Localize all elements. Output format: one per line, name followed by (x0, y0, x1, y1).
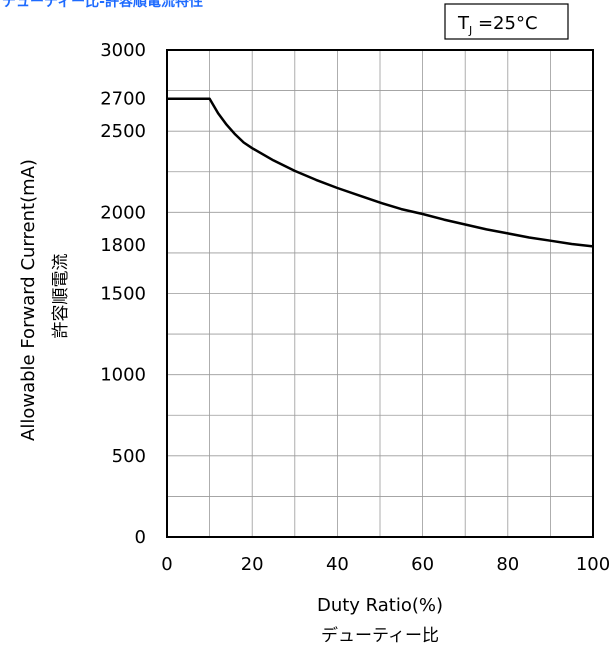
y-axis-title: Allowable Forward Current(mA) (18, 159, 39, 441)
x-axis-title: Duty Ratio(%) (317, 595, 443, 616)
y-tick-label: 1000 (100, 365, 146, 386)
x-tick-label: 40 (326, 554, 349, 575)
condition-box: TJ =25°C (444, 3, 569, 40)
x-axis-subtitle: デューティー比 (321, 625, 439, 646)
condition-symbol: T (457, 13, 470, 34)
grid (166, 49, 594, 538)
y-tick-label: 2700 (100, 89, 146, 110)
x-tick-label: 20 (241, 554, 264, 575)
tick-labels: 0 20 40 60 80 1000500100015001800200025002700… (100, 40, 610, 575)
plot-area-frame (166, 49, 594, 538)
series-line (167, 97, 594, 248)
y-tick-label: 1500 (100, 284, 146, 305)
x-tick-label: 100 (576, 554, 610, 575)
y-tick-label: 3000 (100, 40, 146, 61)
x-tick-label: 80 (496, 554, 519, 575)
y-tick-label: 0 (135, 527, 146, 548)
x-tick-label: 0 (161, 554, 172, 575)
condition-text: =25°C (472, 13, 537, 34)
x-tick-label: 60 (411, 554, 434, 575)
condition-subscript: J (468, 24, 472, 37)
y-tick-label: 2000 (100, 202, 146, 223)
y-tick-label: 500 (112, 446, 146, 467)
svg-text:TJ =25°C: TJ =25°C (457, 13, 538, 37)
y-axis-subtitle: 許容順電流 (51, 254, 71, 339)
y-tick-label: 1800 (100, 235, 146, 256)
chart-title: デューティー比-許容順電流特性 (2, 0, 203, 10)
y-tick-label: 2500 (100, 121, 146, 142)
series-group (167, 97, 594, 248)
